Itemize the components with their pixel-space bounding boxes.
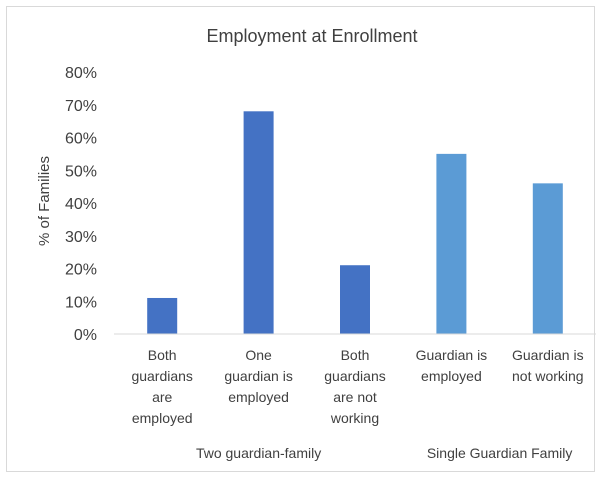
y-tick-label: 70% [65, 98, 97, 115]
group-labels: Two guardian-family Single Guardian Famil… [196, 445, 572, 461]
x-axis-labels: Both guardians are employed One guardian is em… [131, 347, 583, 426]
bars [147, 111, 563, 334]
group-label: Two guardian-family [196, 445, 321, 461]
y-tick-label: 40% [65, 196, 97, 213]
bar [436, 153, 467, 334]
y-tick-label: 30% [65, 229, 97, 246]
x-tick-label: Guardian is employed [416, 347, 488, 384]
y-axis-ticks: 0% 10% 20% 30% 40% 50% 60% 70% 80% [65, 65, 97, 344]
y-tick-label: 50% [65, 163, 97, 180]
y-tick-label: 0% [74, 327, 97, 344]
bar [340, 265, 370, 334]
chart-title: Employment at Enrollment [206, 26, 417, 46]
bar [532, 183, 563, 334]
y-tick-label: 10% [65, 294, 97, 311]
bar [243, 111, 274, 334]
bar [147, 297, 178, 334]
x-tick-label: One guardian is employed [224, 347, 293, 405]
y-axis-label: % of Families [36, 156, 53, 246]
chart-frame [6, 6, 595, 472]
y-tick-label: 60% [65, 131, 97, 148]
x-tick-label: Both guardians are not working [324, 347, 386, 426]
y-tick-label: 80% [65, 65, 97, 82]
x-tick-label: Both guardians are employed [131, 347, 193, 426]
y-tick-label: 20% [65, 262, 97, 279]
group-label: Single Guardian Family [427, 445, 573, 461]
x-tick-label: Guardian is not working [512, 347, 584, 384]
